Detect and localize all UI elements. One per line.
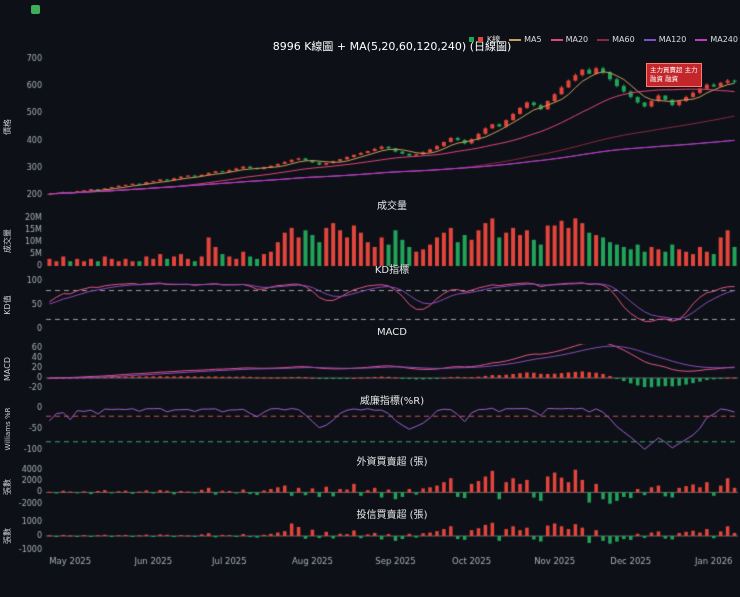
ma5-swatch-icon — [509, 38, 522, 41]
macd-panel-title: MACD — [377, 327, 407, 338]
legend-item-ma20[interactable]: MA20 — [550, 35, 589, 44]
ma60-swatch-icon — [597, 38, 610, 41]
legend-label: K線 — [486, 35, 501, 44]
legend-label: MA60 — [612, 35, 635, 44]
kline-up-swatch-icon — [468, 37, 474, 42]
kline-down-swatch-icon — [477, 37, 483, 42]
wr-panel-title: 威廉指標(%R) — [359, 396, 425, 407]
volume-panel-title: 成交量 — [377, 201, 407, 212]
legend-item-ma240[interactable]: MA240 — [695, 35, 738, 44]
chart-legend: K線 MA5 MA20 MA60 MA120 MA240 — [468, 34, 738, 45]
legend-label: MA20 — [565, 35, 589, 44]
volume-axis-label: 成交量 — [3, 229, 12, 253]
ma240-swatch-icon — [695, 38, 708, 41]
kd-axis-label: KD值 — [3, 295, 12, 315]
legend-label: MA5 — [524, 35, 542, 44]
legend-item-ma5[interactable]: MA5 — [509, 35, 542, 44]
foreign-panel-title: 外資買賣超 (張) — [356, 457, 428, 468]
price-axis-label: 價格 — [3, 119, 12, 135]
logo-icon — [31, 5, 40, 14]
legend-label: MA240 — [710, 35, 738, 44]
chart-title: 8996 K線圖 + MA(5,20,60,120,240) (日線圖) — [272, 40, 512, 53]
kd-panel-title: KD指標 — [374, 265, 410, 276]
annotation-line: 融資 融資 — [650, 75, 679, 84]
legend-label: MA120 — [658, 35, 687, 44]
legend-item-ma60[interactable]: MA60 — [597, 35, 635, 44]
ma120-swatch-icon — [643, 38, 656, 41]
legend-item-kline[interactable]: K線 — [468, 34, 501, 45]
ma20-swatch-icon — [550, 38, 563, 41]
legend-item-ma120[interactable]: MA120 — [643, 35, 687, 44]
annotation-box: 主力買賣超 主力 融資 融資 — [646, 63, 702, 88]
annotation-line: 主力買賣超 主力 — [650, 66, 698, 74]
trust-axis-label: 張數 — [3, 528, 12, 544]
trust-panel-title: 投信買賣超 (張) — [356, 510, 428, 521]
